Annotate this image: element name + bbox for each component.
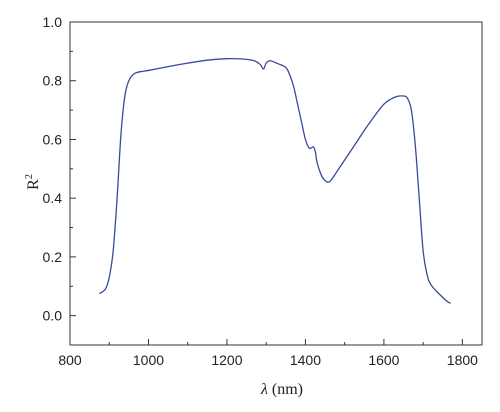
x-tick-label: 800 — [58, 352, 82, 368]
x-axis-ticks: 800 1000 1200 1400 1600 1800 — [58, 339, 478, 368]
y-tick-label: 0.4 — [43, 190, 63, 206]
y-axis-ticks: 0.0 0.2 0.4 0.6 0.8 1.0 — [43, 14, 76, 346]
y-tick-label: 1.0 — [43, 14, 63, 30]
x-axis-label: λ (nm) — [260, 381, 303, 398]
plot-frame — [69, 21, 483, 346]
y-tick-label: 0.6 — [43, 131, 63, 147]
y-tick-label: 0.2 — [43, 249, 63, 265]
plot-border — [69, 21, 483, 346]
y-axis-label: R2 — [24, 174, 42, 190]
x-tick-label: 1200 — [211, 352, 242, 368]
series-line — [99, 57, 451, 304]
series-group — [99, 57, 451, 304]
y-tick-label: 0.0 — [43, 308, 63, 324]
y-tick-label: 0.8 — [43, 73, 63, 89]
x-tick-label: 1000 — [133, 352, 164, 368]
x-tick-label: 1800 — [447, 352, 478, 368]
x-tick-label: 1600 — [368, 352, 399, 368]
x-tick-label: 1400 — [290, 352, 321, 368]
